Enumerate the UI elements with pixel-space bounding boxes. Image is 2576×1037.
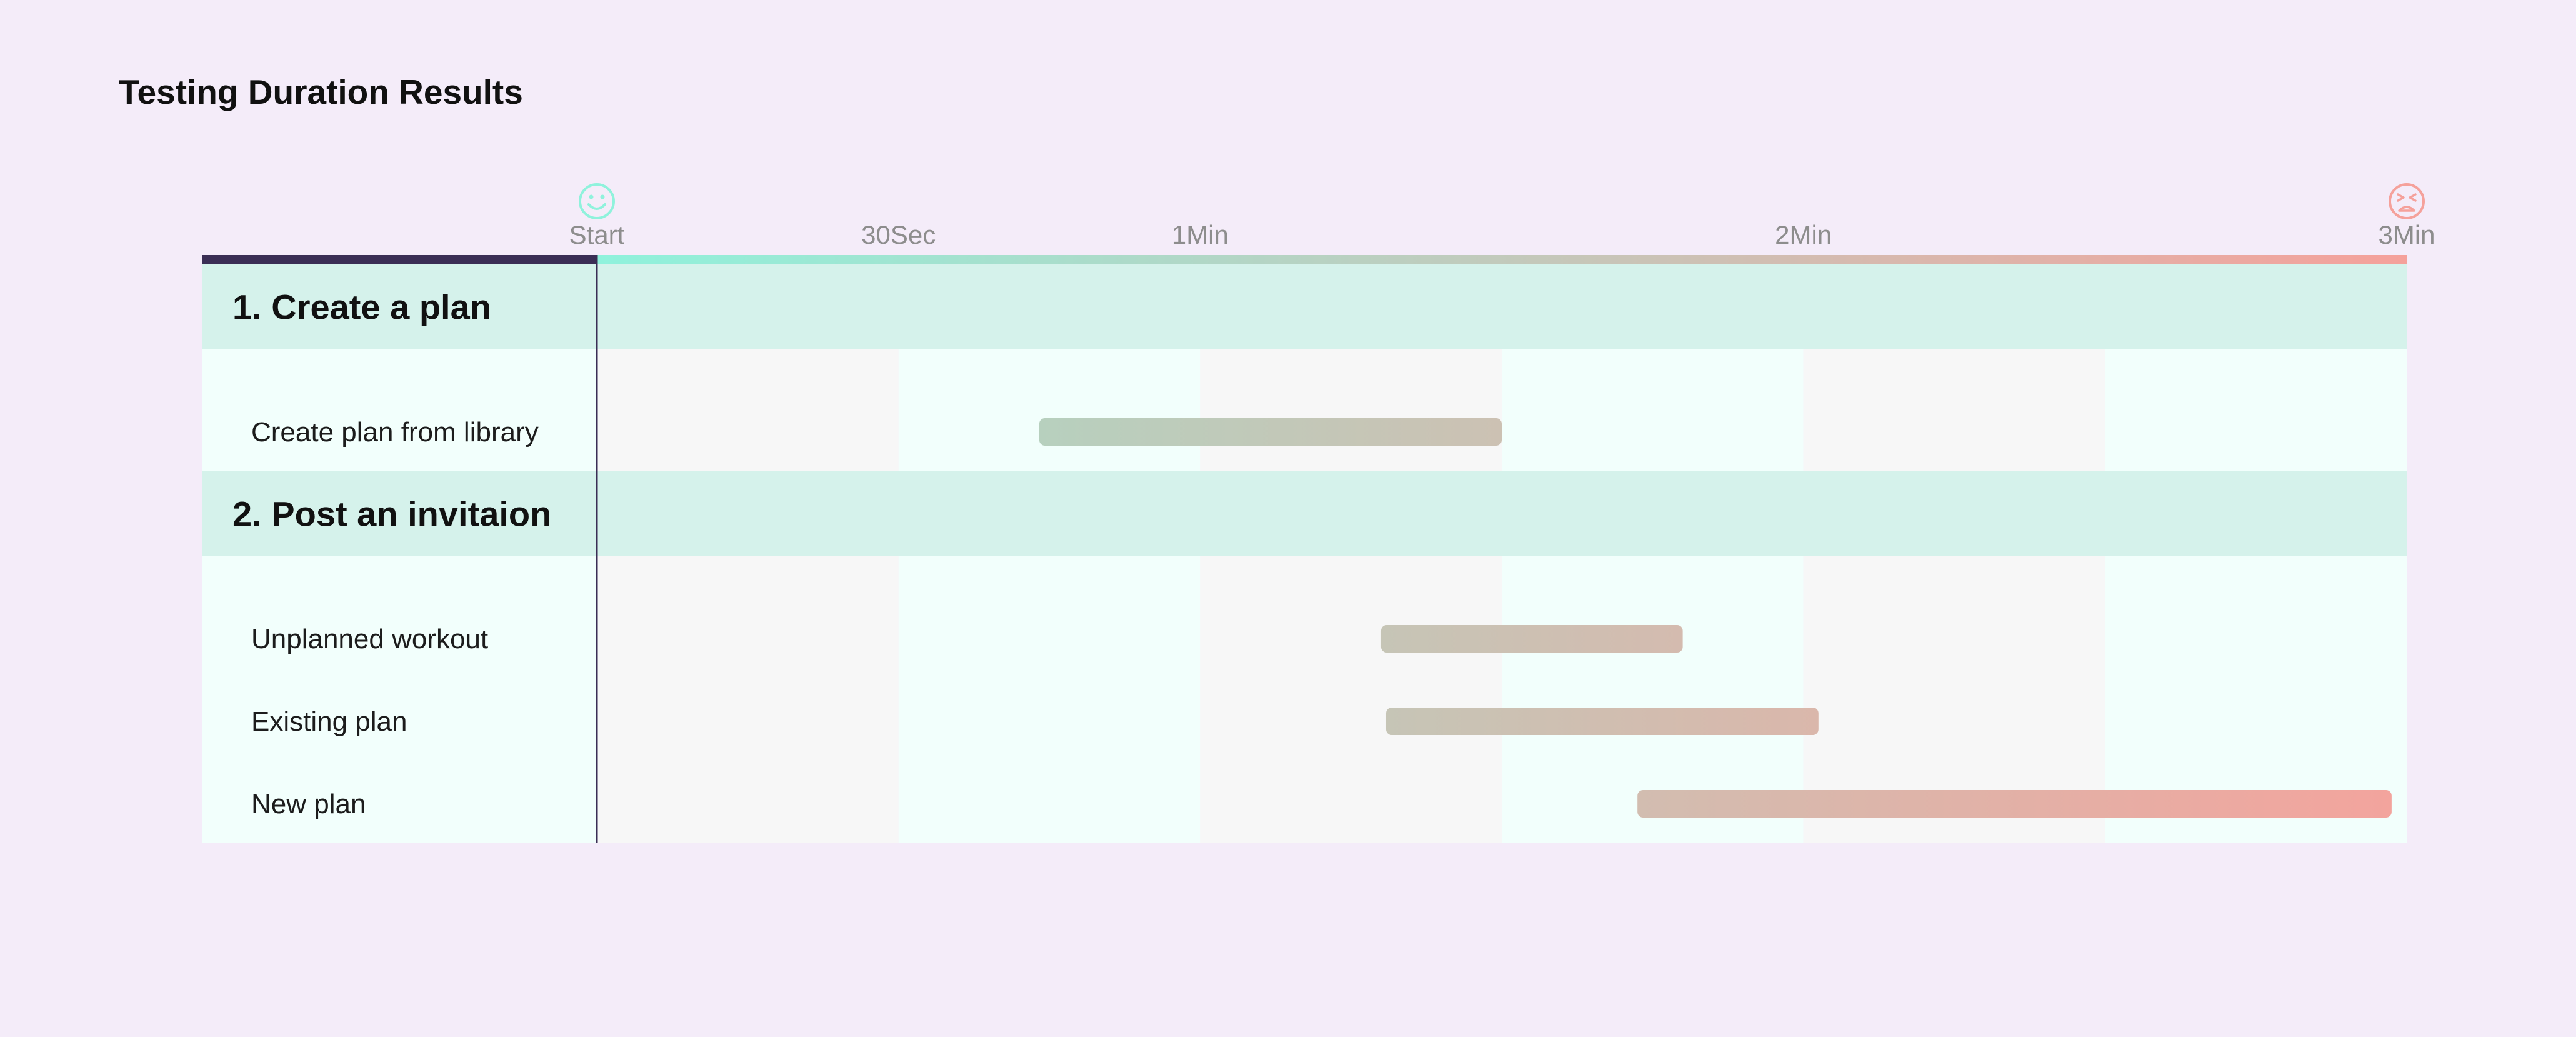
frowning-face-icon — [2389, 183, 2425, 219]
duration-bar — [1637, 790, 2392, 818]
tick-label: 30Sec — [861, 220, 936, 249]
tick-label: Start — [569, 220, 625, 249]
time-axis-bar — [597, 255, 2407, 264]
smiley-face-icon — [579, 183, 615, 219]
group-row — [202, 264, 2407, 349]
tick-label: 1Min — [1172, 220, 1229, 249]
chart-title: Testing Duration Results — [119, 73, 523, 111]
time-band — [1200, 349, 1502, 471]
time-band — [898, 556, 1201, 843]
duration-bar — [1380, 625, 1683, 653]
time-band — [898, 349, 1201, 471]
task-label-column — [202, 556, 597, 843]
time-band — [597, 556, 899, 843]
tick-label: 2Min — [1775, 220, 1832, 249]
task-label: New plan — [251, 789, 366, 819]
time-band — [2105, 349, 2407, 471]
time-band — [1200, 556, 1502, 843]
group-label: 2. Post an invitaion — [232, 494, 551, 534]
time-band — [1502, 349, 1804, 471]
task-label: Existing plan — [251, 706, 407, 737]
tick-label: 3Min — [2378, 220, 2435, 249]
task-label-column — [202, 349, 597, 471]
task-label: Create plan from library — [251, 417, 539, 448]
group-row — [202, 471, 2407, 556]
task-label: Unplanned workout — [251, 624, 488, 654]
time-band — [597, 349, 899, 471]
time-band — [1803, 349, 2105, 471]
axis-header-bar — [202, 255, 597, 264]
group-label: 1. Create a plan — [232, 288, 491, 327]
duration-bar — [1385, 708, 1819, 735]
duration-bar — [1039, 418, 1502, 446]
